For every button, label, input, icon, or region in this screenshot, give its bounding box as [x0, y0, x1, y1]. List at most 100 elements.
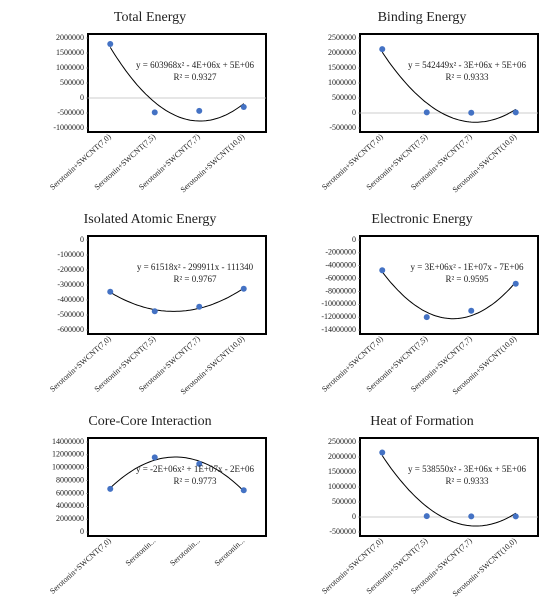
y-tick-label: 2500000: [328, 33, 356, 42]
y-tick-label: 0: [352, 235, 356, 244]
y-tick-label: -2000000: [325, 248, 356, 257]
point: [512, 109, 519, 116]
point: [379, 46, 386, 53]
plot-frame: [87, 33, 267, 133]
equation: y = -2E+06x² + 1E+07x - 2E+06: [136, 464, 255, 474]
plot-frame: [359, 437, 539, 537]
point: [240, 285, 247, 292]
point: [512, 513, 519, 520]
r-squared: R² = 0.9595: [445, 274, 489, 284]
y-tick-label: -8000000: [325, 286, 356, 295]
point: [379, 267, 386, 274]
point: [196, 460, 203, 467]
y-tick-label: -600000: [57, 325, 84, 334]
x-tick-label: Serotonin...: [168, 536, 202, 568]
y-tick-label: 2500000: [328, 437, 356, 446]
trendline: [381, 455, 517, 527]
y-tick-label: -500000: [57, 108, 84, 117]
point: [423, 513, 430, 520]
chart-title: Electronic Energy: [371, 212, 472, 227]
y-tick-label: -12000000: [321, 312, 356, 321]
y-tick-label: 500000: [332, 93, 356, 102]
r-squared: R² = 0.9333: [445, 476, 489, 486]
y-tick-label: 0: [80, 93, 84, 102]
equation: y = 603968x² - 4E+06x + 5E+06: [136, 60, 254, 70]
y-tick-label: -500000: [329, 527, 356, 536]
y-tick-label: -6000000: [325, 273, 356, 282]
y-tick-label: 1000000: [328, 78, 356, 87]
plot-frame: [87, 235, 267, 335]
plot-frame: [359, 33, 539, 133]
y-tick-label: 1500000: [328, 467, 356, 476]
point: [240, 487, 247, 494]
point: [468, 513, 475, 520]
y-tick-label: 2000000: [328, 48, 356, 57]
chart-title: Heat of Formation: [370, 414, 473, 429]
point: [240, 104, 247, 110]
y-tick-label: 500000: [332, 497, 356, 506]
chart-title: Binding Energy: [378, 10, 467, 25]
equation: y = 538550x² - 3E+06x + 5E+06: [408, 464, 526, 474]
point: [423, 314, 430, 321]
y-tick-label: -100000: [57, 250, 84, 259]
x-tick-label: Serotonin...: [213, 536, 247, 568]
equation: y = 542449x² - 3E+06x + 5E+06: [408, 60, 526, 70]
y-tick-label: -500000: [329, 123, 356, 132]
y-tick-label: -4000000: [325, 261, 356, 270]
y-tick-label: 0: [80, 235, 84, 244]
point: [423, 109, 430, 116]
y-tick-label: 1500000: [56, 48, 84, 57]
y-tick-label: 500000: [60, 78, 84, 87]
point: [196, 303, 203, 310]
y-tick-label: -300000: [57, 280, 84, 289]
y-tick-label: -500000: [57, 310, 84, 319]
y-tick-label: -400000: [57, 295, 84, 304]
plot-frame: [359, 235, 539, 335]
r-squared: R² = 0.9767: [173, 274, 217, 284]
y-tick-label: 0: [352, 512, 356, 521]
point: [107, 288, 114, 295]
y-tick-label: 4000000: [56, 501, 84, 510]
trendline: [109, 456, 245, 492]
y-tick-label: 0: [80, 527, 84, 536]
point: [196, 107, 203, 114]
chart-title: Isolated Atomic Energy: [84, 212, 217, 227]
y-tick-label: 8000000: [56, 475, 84, 484]
x-tick-label: Serotonin+SWCNT(7,0): [48, 536, 113, 596]
y-tick-label: 2000000: [328, 452, 356, 461]
r-squared: R² = 0.9327: [173, 72, 217, 82]
y-tick-label: 6000000: [56, 488, 84, 497]
point: [379, 449, 386, 456]
r-squared: R² = 0.9333: [445, 72, 489, 82]
y-tick-label: 0: [352, 108, 356, 117]
equation: y = 61518x² - 299911x - 111340: [137, 262, 254, 272]
y-tick-label: 1500000: [328, 63, 356, 72]
y-tick-label: 12000000: [52, 450, 84, 459]
point: [107, 485, 114, 492]
point: [151, 454, 158, 461]
y-tick-label: -10000000: [321, 299, 356, 308]
r-squared: R² = 0.9773: [173, 476, 217, 486]
x-tick-label: Serotonin...: [124, 536, 158, 568]
y-tick-label: -14000000: [321, 325, 356, 334]
y-tick-label: -200000: [57, 265, 84, 274]
trendline: [109, 47, 245, 122]
y-tick-label: 10000000: [52, 463, 84, 472]
y-tick-label: -1000000: [53, 123, 84, 132]
point: [151, 109, 158, 116]
trendline: [381, 271, 517, 320]
chart-title: Core-Core Interaction: [88, 414, 211, 429]
point: [512, 280, 519, 287]
trendline: [110, 287, 245, 312]
trendline: [381, 51, 517, 123]
y-tick-label: 2000000: [56, 514, 84, 523]
y-tick-label: 1000000: [328, 482, 356, 491]
point: [468, 307, 475, 314]
y-tick-label: 2000000: [56, 33, 84, 42]
y-tick-label: 1000000: [56, 63, 84, 72]
equation: y = 3E+06x² - 1E+07x - 7E+06: [411, 262, 524, 272]
point: [468, 109, 475, 116]
point: [151, 308, 158, 315]
chart-title: Total Energy: [114, 10, 186, 25]
